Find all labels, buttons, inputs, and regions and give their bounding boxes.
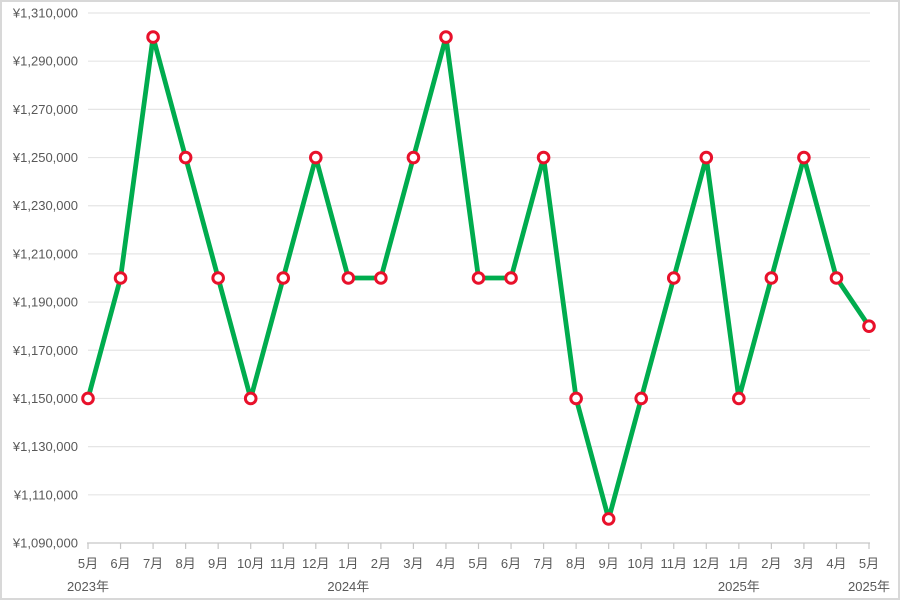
y-tick-label: ¥1,310,000 [12, 6, 78, 21]
data-point-marker [341, 271, 356, 285]
data-point-marker [536, 150, 551, 165]
y-tick-label: ¥1,250,000 [12, 150, 78, 165]
month-label: 1月 [338, 556, 358, 571]
year-label: 2024年 [327, 579, 369, 594]
month-label: 5月 [468, 556, 488, 571]
month-label: 7月 [143, 556, 163, 571]
data-point-marker [374, 271, 388, 285]
data-point-marker [797, 150, 811, 165]
y-tick-label: ¥1,210,000 [12, 246, 78, 261]
y-axis-labels: ¥1,310,000 ¥1,290,000 ¥1,270,000 ¥1,250,000… [12, 6, 78, 551]
data-point-marker [829, 271, 844, 285]
data-markers [81, 30, 876, 526]
data-point-marker [81, 391, 95, 406]
y-tick-label: ¥1,090,000 [12, 536, 78, 551]
data-point-marker [146, 30, 160, 44]
data-point-marker [732, 391, 746, 406]
data-point-marker [211, 271, 225, 285]
data-point-marker [764, 271, 779, 285]
month-label: 3月 [794, 556, 814, 571]
gridlines [88, 12, 870, 496]
data-point-marker [471, 271, 486, 285]
month-label: 8月 [566, 556, 586, 571]
month-label: 4月 [436, 556, 456, 571]
x-axis-labels: 5月 6月 7月 8月 9月 10月 11月 12月 1月 2月 3月 4月 5月 6月 7月 8月 9月 10月… [78, 556, 879, 571]
year-label: 2025年 [848, 579, 890, 594]
data-point-marker [243, 391, 258, 406]
y-tick-label: ¥1,170,000 [12, 343, 78, 358]
data-point-marker [406, 150, 421, 165]
y-tick-label: ¥1,290,000 [12, 54, 78, 69]
month-label: 5月 [78, 556, 98, 571]
month-label: 9月 [208, 556, 228, 571]
data-point-marker [113, 271, 128, 285]
month-label: 6月 [501, 556, 521, 571]
data-point-marker [178, 150, 193, 165]
month-label: 12月 [302, 556, 329, 571]
y-tick-label: ¥1,110,000 [13, 487, 78, 502]
x-axis [87, 542, 870, 549]
data-point-marker [699, 150, 714, 165]
y-tick-label: ¥1,150,000 [12, 391, 78, 406]
month-label: 3月 [403, 556, 423, 571]
data-point-marker [504, 271, 518, 285]
data-point-marker [634, 391, 649, 406]
month-label: 12月 [693, 556, 720, 571]
data-point-marker [569, 391, 583, 406]
month-label: 2月 [761, 556, 781, 571]
data-point-marker [666, 271, 681, 285]
y-tick-label: ¥1,230,000 [12, 198, 78, 213]
month-label: 11月 [661, 556, 688, 571]
month-label: 9月 [599, 556, 619, 571]
y-tick-label: ¥1,190,000 [12, 295, 78, 310]
month-label: 10月 [627, 556, 654, 571]
y-tick-label: ¥1,130,000 [12, 439, 78, 454]
data-point-marker [308, 150, 323, 165]
month-label: 2月 [371, 556, 391, 571]
data-point-marker [601, 512, 616, 526]
month-label: 4月 [826, 556, 846, 571]
month-label: 5月 [859, 556, 879, 571]
year-label: 2025年 [718, 579, 760, 594]
month-label: 8月 [176, 556, 196, 571]
year-label: 2023年 [67, 579, 109, 594]
month-label: 11月 [270, 556, 297, 571]
month-label: 10月 [237, 556, 264, 571]
month-label: 7月 [533, 556, 553, 571]
data-point-marker [439, 30, 453, 44]
month-label: 1月 [729, 556, 749, 571]
month-label: 6月 [110, 556, 130, 571]
data-point-marker [862, 319, 876, 333]
year-labels: 2023年 2024年 2025年 2025年 [67, 579, 890, 594]
data-point-marker [276, 271, 291, 285]
y-tick-label: ¥1,270,000 [12, 102, 78, 117]
